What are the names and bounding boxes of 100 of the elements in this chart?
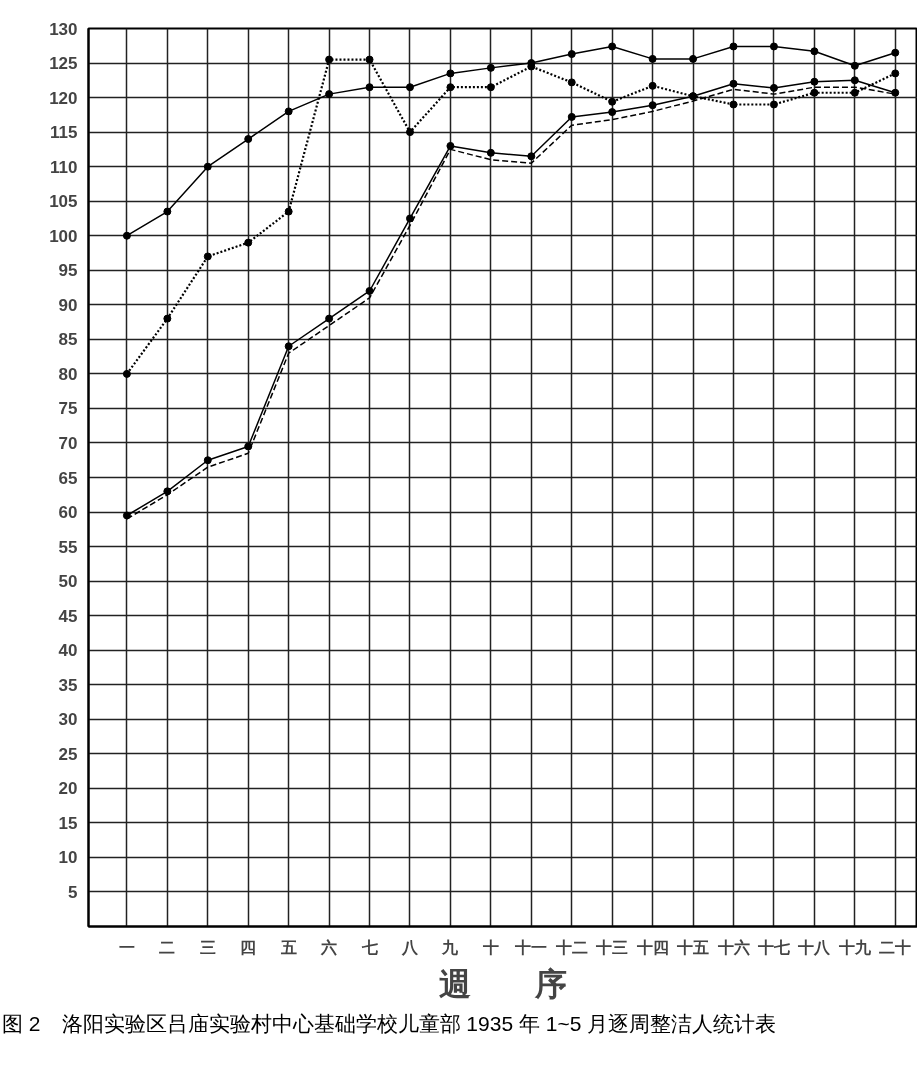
y-tick-label: 15 <box>58 813 78 833</box>
point <box>810 77 819 86</box>
point <box>891 48 900 57</box>
y-tick-label: 90 <box>58 295 78 315</box>
point <box>567 78 576 87</box>
x-tick-label: 九 <box>441 937 460 957</box>
x-tick-label: 十九 <box>837 937 872 957</box>
x-tick-label: 十六 <box>716 937 750 957</box>
point <box>769 83 778 92</box>
point <box>122 369 131 378</box>
point <box>122 231 131 240</box>
point <box>850 88 859 97</box>
x-tick-label: 七 <box>360 937 378 957</box>
y-tick-label: 60 <box>58 503 78 523</box>
x-tick-label: 二十 <box>879 937 912 957</box>
x-tick-label: 十 <box>481 937 499 957</box>
point <box>325 90 334 99</box>
point <box>284 207 293 216</box>
x-tick-label: 十四 <box>635 937 669 957</box>
point <box>405 128 414 137</box>
point <box>405 214 414 223</box>
point <box>891 88 900 97</box>
y-tick-label: 80 <box>58 364 78 384</box>
y-tick-label: 5 <box>68 882 78 902</box>
y-tick-label: 20 <box>58 779 78 799</box>
point <box>608 97 617 106</box>
y-tick-label: 55 <box>58 537 78 557</box>
y-tick-label: 100 <box>49 226 78 246</box>
x-tick-label: 二 <box>159 937 176 957</box>
x-tick-label: 五 <box>279 937 297 957</box>
point <box>567 50 576 59</box>
point <box>810 47 819 56</box>
x-tick-label: 十三 <box>595 937 629 957</box>
point <box>648 54 657 63</box>
x-tick-label: 三 <box>199 937 216 957</box>
x-tick-label: 十八 <box>797 937 832 957</box>
x-tick-label: 十七 <box>756 937 790 957</box>
point <box>244 135 253 144</box>
y-tick-label: 50 <box>58 572 78 592</box>
point <box>244 442 253 451</box>
y-tick-label: 30 <box>58 710 78 730</box>
point <box>608 42 617 51</box>
point <box>850 76 859 85</box>
y-tick-label: 130 <box>49 19 78 39</box>
point <box>769 100 778 109</box>
point <box>689 54 698 63</box>
point <box>405 83 414 92</box>
y-tick-label: 10 <box>58 848 78 868</box>
point <box>365 55 374 64</box>
point <box>486 83 495 92</box>
point <box>163 314 172 323</box>
x-tick-label: 十五 <box>676 937 710 957</box>
point <box>365 83 374 92</box>
point <box>891 69 900 78</box>
point <box>446 83 455 92</box>
y-tick-label: 95 <box>58 261 78 281</box>
point <box>729 42 738 51</box>
y-tick-label: 65 <box>58 468 78 488</box>
point <box>325 55 334 64</box>
x-tick-label: 四 <box>240 937 257 957</box>
point <box>729 100 738 109</box>
point <box>648 81 657 90</box>
point <box>203 252 212 261</box>
y-tick-label: 120 <box>49 88 78 108</box>
y-tick-label: 75 <box>58 399 78 419</box>
point <box>325 314 334 323</box>
x-tick-label: 八 <box>400 937 419 957</box>
point <box>810 88 819 97</box>
y-tick-label: 115 <box>50 123 78 143</box>
x-tick-label: 十一 <box>514 937 548 957</box>
point <box>608 108 617 117</box>
point <box>284 107 293 116</box>
y-tick-label: 70 <box>58 433 78 453</box>
y-tick-label: 40 <box>58 641 78 661</box>
y-tick-label: 45 <box>58 606 78 626</box>
point <box>244 238 253 247</box>
y-tick-label: 85 <box>58 330 78 350</box>
point <box>648 101 657 110</box>
point <box>486 63 495 72</box>
point <box>122 511 131 520</box>
point <box>486 148 495 157</box>
y-tick-label: 110 <box>50 157 78 177</box>
point <box>850 61 859 70</box>
point <box>567 112 576 121</box>
x-axis-title: 週 序 <box>439 964 567 1003</box>
point <box>203 162 212 171</box>
point <box>163 487 172 496</box>
y-tick-label: 105 <box>49 192 78 212</box>
y-tick-label: 125 <box>49 54 78 74</box>
point <box>284 342 293 351</box>
point <box>729 79 738 88</box>
point <box>769 42 778 51</box>
point <box>446 141 455 150</box>
caption: 图 2 洛阳实验区吕庙实验村中心基础学校儿童部 1935 年 1~5 月逐周整洁人统计表 <box>2 1011 777 1037</box>
y-tick-label: 35 <box>58 675 78 695</box>
x-tick-label: 一 <box>118 937 135 957</box>
point <box>163 207 172 216</box>
x-tick-label: 六 <box>320 937 338 957</box>
point <box>446 69 455 78</box>
y-tick-label: 25 <box>58 744 78 764</box>
